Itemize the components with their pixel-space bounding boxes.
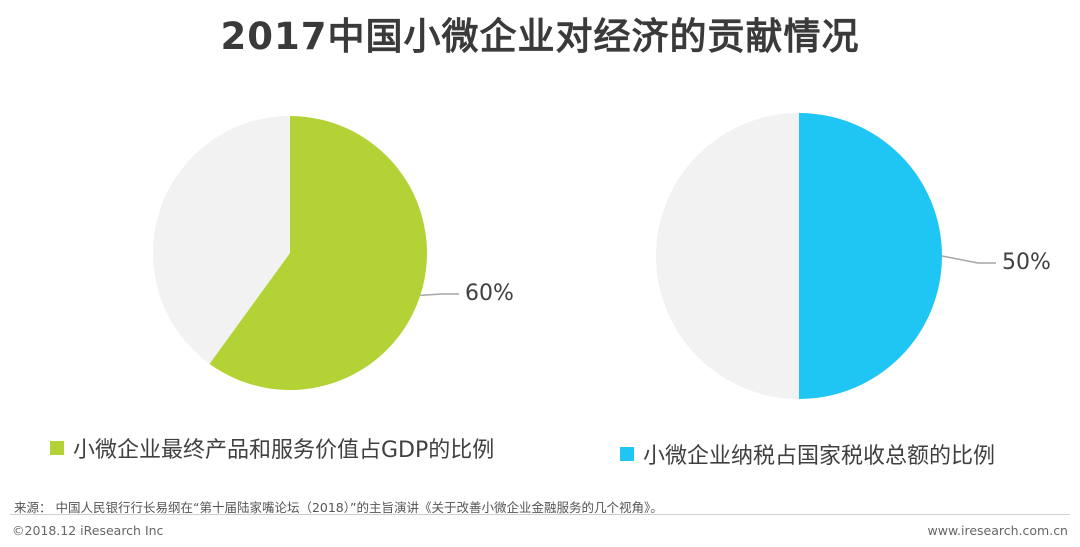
legend-label-tax-share: 小微企业纳税占国家税收总额的比例 [643,444,996,469]
pie-slice-0-0 [209,116,427,390]
data-label-1: 50% [1002,250,1051,275]
copyright-text: ©2018.12 iResearch Inc [12,523,164,538]
source-note: 来源： 中国人民银行行长易纲在“第十届陆家嘴论坛（2018）”的主旨演讲《关于改… [14,500,663,515]
legend-label-gdp-share: 小微企业最终产品和服务价值占GDP的比例 [73,438,495,463]
page-title: 2017中国小微企业对经济的贡献情况 [220,15,860,58]
pie-slice-0-1 [152,115,290,364]
website-link[interactable]: www.iresearch.com.cn [927,523,1069,538]
legend-swatch-green [50,441,64,455]
pie-slice-1-1 [656,113,799,399]
footer-divider [10,514,1070,515]
legend-item-tax-share: 小微企业纳税占国家税收总额的比例 [620,438,995,470]
leader-line-0 [420,293,459,297]
leader-line-1 [941,255,996,264]
legend-item-gdp-share: 小微企业最终产品和服务价值占GDP的比例 [50,432,494,464]
pie-slice-1-0 [799,113,942,399]
pie-chart-tax-share: 50% [656,113,1051,399]
data-label-0: 60% [465,281,514,306]
legend-swatch-blue [620,447,634,461]
pie-chart-gdp-share: 60% [152,115,514,390]
